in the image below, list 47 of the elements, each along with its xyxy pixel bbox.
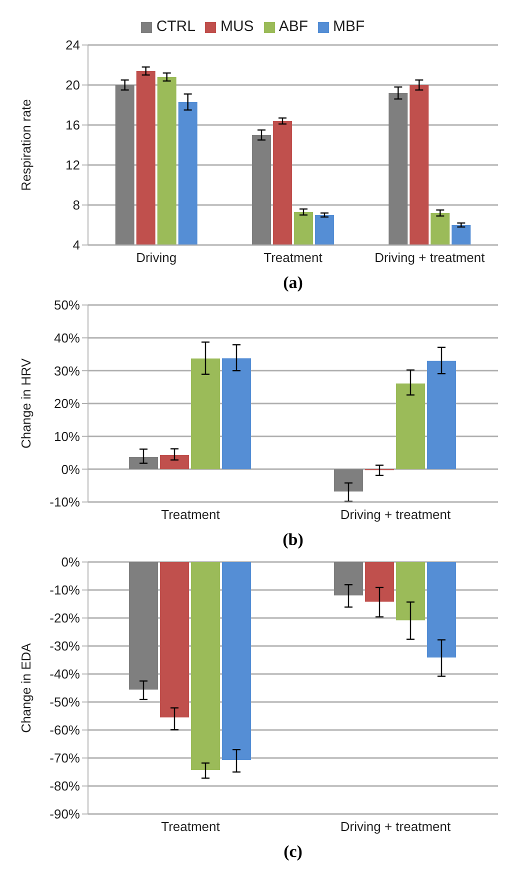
y-tick-label: 0% — [61, 462, 80, 477]
y-tick-label: 50% — [54, 298, 80, 313]
y-tick-label: 20% — [54, 396, 80, 412]
y-tick-label: -10% — [50, 494, 80, 510]
bar — [396, 383, 425, 470]
y-tick-label: 40% — [54, 330, 80, 346]
bar — [160, 455, 189, 470]
x-tick-label: Treatment — [161, 507, 220, 522]
x-tick-label: Driving + treatment — [340, 819, 451, 834]
y-tick-label: 0% — [61, 554, 80, 570]
legend-label: ABF — [278, 18, 308, 35]
bar — [191, 358, 220, 470]
y-tick-label: -40% — [50, 666, 80, 682]
y-tick-label: 4 — [72, 238, 80, 253]
bar — [334, 469, 363, 492]
y-tick-label: -70% — [50, 750, 80, 766]
y-tick-label: 24 — [66, 38, 80, 53]
x-tick-label: Driving + treatment — [374, 250, 486, 266]
y-tick-label: 16 — [66, 118, 80, 133]
y-tick-label: 8 — [72, 198, 80, 213]
text: (b) — [282, 530, 304, 551]
x-tick-label: Treatment — [264, 250, 323, 266]
legend-label: CTRL — [156, 18, 196, 35]
text: (c) — [282, 842, 304, 863]
y-tick-label: 12 — [66, 158, 80, 173]
y-axis-title: Change in EDA — [18, 642, 34, 733]
x-tick-label: Driving + treatment — [340, 507, 451, 522]
y-tick-label: 10% — [54, 428, 80, 444]
y-tick-label: -20% — [50, 610, 80, 626]
y-tick-label: -80% — [50, 778, 80, 794]
bar — [427, 360, 456, 470]
y-axis-title: Change in HRV — [18, 358, 34, 449]
y-tick-label: 20 — [66, 78, 80, 93]
legend-label: MBF — [333, 18, 365, 35]
bar — [129, 457, 158, 470]
text: (a) — [282, 273, 304, 294]
y-tick-label: -60% — [50, 722, 80, 738]
x-tick-label: Treatment — [161, 819, 220, 834]
y-tick-label: -50% — [50, 694, 80, 710]
y-tick-label: -30% — [50, 638, 80, 654]
y-tick-label: -10% — [50, 582, 80, 598]
bar — [222, 358, 251, 470]
legend-label: MUS — [220, 18, 254, 35]
x-tick-label: Driving — [136, 250, 177, 266]
y-tick-label: -90% — [50, 806, 80, 822]
y-tick-label: 30% — [54, 363, 80, 378]
y-axis-title: Respiration rate — [18, 99, 34, 191]
